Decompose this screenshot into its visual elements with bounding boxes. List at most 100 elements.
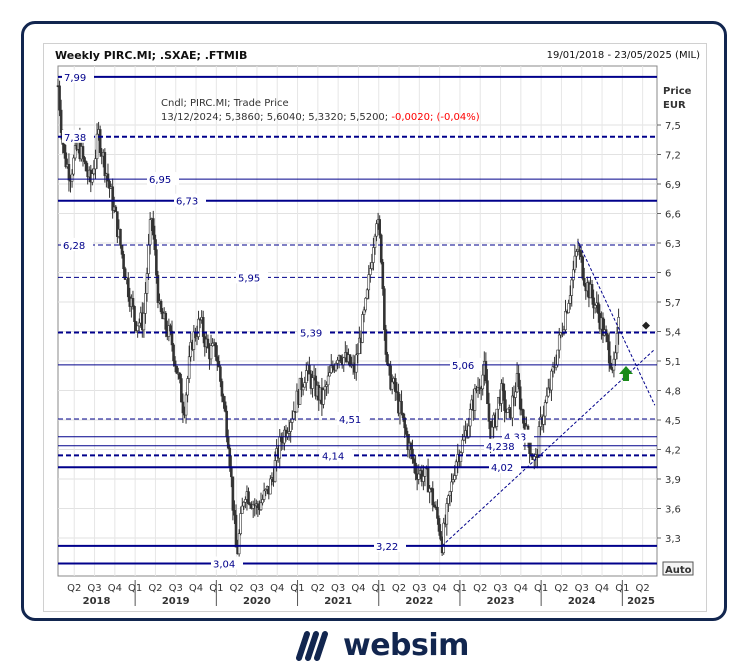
candle-body xyxy=(178,372,182,379)
candle-body xyxy=(518,386,522,410)
legend-values: 13/12/2024; 5,3860; 5,6040; 5,3320; 5,52… xyxy=(161,112,480,123)
level-label-bg xyxy=(236,270,268,284)
candle-body xyxy=(273,460,277,482)
candle-body xyxy=(401,412,405,419)
x-quarter-label: Q4 xyxy=(595,583,609,594)
candle-body xyxy=(145,273,149,294)
candle-body xyxy=(311,377,314,389)
level-label-bg xyxy=(484,438,523,452)
candle-body xyxy=(234,514,238,548)
candle-body xyxy=(461,439,464,453)
candle-body xyxy=(370,262,374,269)
candle-body xyxy=(556,349,559,366)
y-tick-label: 6,6 xyxy=(665,209,681,220)
candle-body xyxy=(214,342,218,358)
candle-body xyxy=(144,293,147,314)
candle-body xyxy=(433,504,436,508)
candle-body xyxy=(142,313,146,331)
candle-body xyxy=(570,279,574,296)
candle-body xyxy=(459,452,463,462)
candle-body xyxy=(428,488,431,493)
candle-body xyxy=(131,298,135,307)
candle-body xyxy=(500,383,503,404)
candle-body xyxy=(511,395,514,419)
x-quarter-label: Q3 xyxy=(493,583,507,594)
candle-body xyxy=(264,489,267,492)
candle-body xyxy=(543,402,547,417)
legend-series: Cndl; PIRC.MI; Trade Price xyxy=(161,98,289,109)
level-label: 5,95 xyxy=(238,273,260,284)
candle-body xyxy=(334,363,338,371)
candle-body xyxy=(365,289,369,299)
candle-body xyxy=(226,436,230,449)
x-quarter-label: Q3 xyxy=(87,583,101,594)
candle-body xyxy=(362,309,366,315)
x-quarter-label: Q2 xyxy=(311,583,325,594)
candle-body xyxy=(381,261,385,290)
x-quarter-label: Q4 xyxy=(270,583,284,594)
candle-body xyxy=(542,415,545,425)
y-tick-label: 5,4 xyxy=(665,327,681,338)
candle-body xyxy=(367,274,371,291)
candle-body xyxy=(389,365,392,390)
level-label-bg xyxy=(174,193,206,207)
candle-body xyxy=(400,401,403,414)
candle-body xyxy=(83,157,86,162)
candle-body xyxy=(211,342,214,346)
axis-title-currency: EUR xyxy=(663,100,686,111)
candle-body xyxy=(506,408,510,413)
candle-body xyxy=(596,302,600,314)
candle-body xyxy=(225,410,228,438)
candle-body xyxy=(557,334,561,351)
candle-body xyxy=(575,251,578,257)
level-label-bg xyxy=(337,412,369,426)
candle-body xyxy=(322,389,325,405)
candle-body xyxy=(94,158,97,170)
candle-body xyxy=(186,378,189,396)
level-label: 3,22 xyxy=(376,542,398,553)
candle-body xyxy=(64,152,68,167)
candle-body xyxy=(423,467,427,477)
candle-body xyxy=(479,388,483,391)
candle-body xyxy=(116,211,119,237)
candle-body xyxy=(215,356,219,362)
x-quarter-label: Q2 xyxy=(148,583,162,594)
x-quarter-label: Q3 xyxy=(250,583,264,594)
level-label-bg xyxy=(450,357,482,371)
websim-logo: websim xyxy=(295,628,469,663)
candle-body xyxy=(197,318,200,337)
candle-body xyxy=(239,513,242,534)
candle-body xyxy=(173,360,177,367)
candle-body xyxy=(451,479,455,483)
candle-body xyxy=(237,533,241,555)
level-label-bg xyxy=(211,556,243,570)
y-tick-label: 6,3 xyxy=(665,239,681,250)
frame xyxy=(21,21,727,621)
candle-body xyxy=(126,277,130,298)
x-quarter-label: Q4 xyxy=(433,583,447,594)
candle-body xyxy=(172,344,175,362)
candle-body xyxy=(617,317,620,334)
candle-body xyxy=(228,447,232,468)
candle-body xyxy=(184,394,188,416)
level-label-bg xyxy=(298,325,330,339)
candle-body xyxy=(473,388,477,411)
candle-body xyxy=(308,364,311,375)
candle-body xyxy=(615,332,619,354)
candle-body xyxy=(180,378,183,403)
auto-scale-button[interactable] xyxy=(662,561,694,576)
candle-body xyxy=(481,374,485,390)
candle-body xyxy=(412,458,416,464)
candle-body xyxy=(95,133,99,160)
axis-title-price: Price xyxy=(663,86,692,97)
candle-body xyxy=(106,173,110,182)
candle-body xyxy=(223,401,227,412)
candle-body xyxy=(467,425,470,438)
x-quarter-label: Q3 xyxy=(169,583,183,594)
level-label: 5,39 xyxy=(300,328,322,339)
candle-body xyxy=(369,268,372,275)
candle-body xyxy=(331,365,335,369)
candle-body xyxy=(147,244,150,274)
candle-body xyxy=(303,382,307,388)
